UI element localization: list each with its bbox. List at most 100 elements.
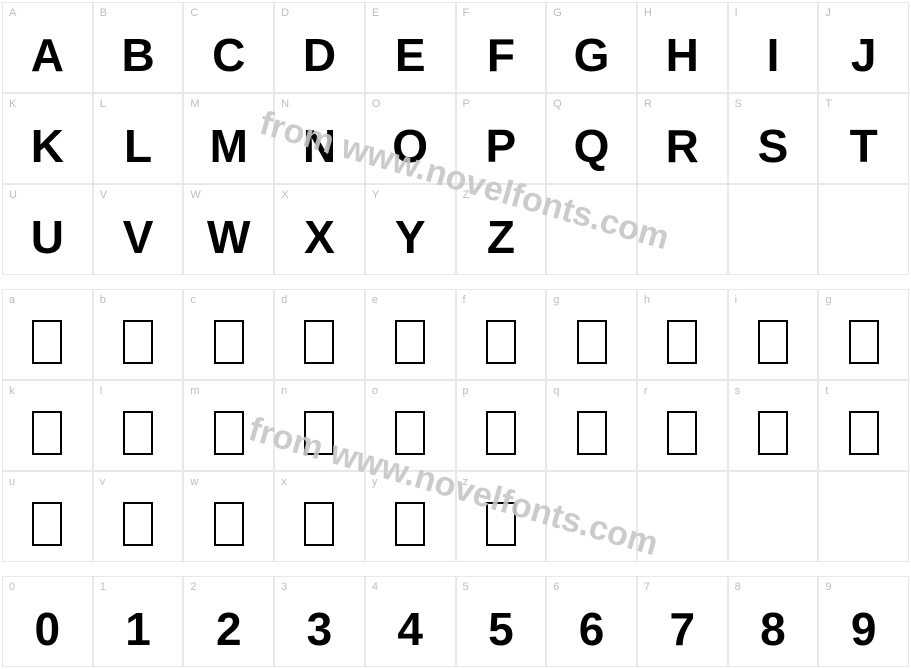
key-label: c — [190, 294, 196, 306]
char-cell: e — [365, 289, 456, 380]
char-cell: 66 — [546, 576, 637, 667]
glyph: Y — [395, 214, 426, 260]
char-cell: g — [818, 289, 909, 380]
glyph: T — [850, 123, 878, 169]
key-label: R — [644, 98, 652, 110]
char-cell: RR — [637, 93, 728, 184]
key-label: h — [644, 294, 650, 306]
key-label: y — [372, 476, 378, 488]
char-cell: LL — [93, 93, 184, 184]
glyph: 6 — [579, 606, 605, 652]
key-label: r — [644, 385, 648, 397]
char-cell: l — [93, 380, 184, 471]
key-label: E — [372, 7, 379, 19]
missing-glyph-box — [395, 320, 425, 364]
char-cell: PP — [456, 93, 547, 184]
char-cell: 77 — [637, 576, 728, 667]
font-character-map: AABBCCDDEEFFGGHHIIJJKKLLMMNNOOPPQQRRSSTT… — [0, 0, 911, 669]
char-cell: s — [728, 380, 819, 471]
char-cell: 33 — [274, 576, 365, 667]
key-label: s — [735, 385, 741, 397]
glyph: K — [31, 123, 64, 169]
key-label: Z — [463, 189, 470, 201]
missing-glyph-box — [758, 320, 788, 364]
char-cell: EE — [365, 2, 456, 93]
missing-glyph-box — [214, 411, 244, 455]
key-label: d — [281, 294, 287, 306]
char-cell: k — [2, 380, 93, 471]
key-label: K — [9, 98, 16, 110]
char-cell: n — [274, 380, 365, 471]
char-row: 00112233445566778899 — [2, 576, 909, 667]
glyph: E — [395, 32, 426, 78]
key-label: C — [190, 7, 198, 19]
glyph: O — [392, 123, 428, 169]
key-label: O — [372, 98, 381, 110]
char-cell: v — [93, 471, 184, 562]
missing-glyph-box — [32, 502, 62, 546]
key-label: q — [553, 385, 559, 397]
missing-glyph-box — [577, 320, 607, 364]
char-cell: KK — [2, 93, 93, 184]
char-cell: SS — [728, 93, 819, 184]
key-label: a — [9, 294, 15, 306]
char-cell: p — [456, 380, 547, 471]
key-label: g — [553, 294, 559, 306]
char-cell: CC — [183, 2, 274, 93]
key-label: N — [281, 98, 289, 110]
missing-glyph-box — [304, 411, 334, 455]
missing-glyph-box — [214, 320, 244, 364]
char-cell: VV — [93, 184, 184, 275]
key-label: v — [100, 476, 106, 488]
glyph: G — [574, 32, 610, 78]
missing-glyph-box — [667, 320, 697, 364]
char-cell: h — [637, 289, 728, 380]
glyph: 5 — [488, 606, 514, 652]
char-cell: BB — [93, 2, 184, 93]
key-label: H — [644, 7, 652, 19]
char-cell: u — [2, 471, 93, 562]
glyph: X — [304, 214, 335, 260]
char-cell: DD — [274, 2, 365, 93]
key-label: X — [281, 189, 288, 201]
glyph: C — [212, 32, 245, 78]
char-cell — [546, 471, 637, 562]
glyph: B — [121, 32, 154, 78]
glyph: 1 — [125, 606, 151, 652]
key-label: z — [463, 476, 469, 488]
key-label: m — [190, 385, 199, 397]
char-row: klmnopqrst — [2, 380, 909, 471]
glyph: A — [31, 32, 64, 78]
key-label: 9 — [825, 581, 831, 593]
glyph: W — [207, 214, 250, 260]
missing-glyph-box — [32, 320, 62, 364]
key-label: A — [9, 7, 16, 19]
missing-glyph-box — [577, 411, 607, 455]
key-label: D — [281, 7, 289, 19]
glyph: P — [486, 123, 517, 169]
missing-glyph-box — [667, 411, 697, 455]
char-cell: g — [546, 289, 637, 380]
key-label: l — [100, 385, 102, 397]
key-label: V — [100, 189, 107, 201]
missing-glyph-box — [123, 320, 153, 364]
key-label: Y — [372, 189, 379, 201]
char-cell: UU — [2, 184, 93, 275]
key-label: o — [372, 385, 378, 397]
key-label: W — [190, 189, 200, 201]
char-cell: d — [274, 289, 365, 380]
glyph: M — [210, 123, 248, 169]
glyph: S — [758, 123, 789, 169]
glyph: F — [487, 32, 515, 78]
char-cell: JJ — [818, 2, 909, 93]
glyph: Q — [574, 123, 610, 169]
char-cell: HH — [637, 2, 728, 93]
missing-glyph-box — [32, 411, 62, 455]
glyph: 0 — [35, 606, 61, 652]
key-label: F — [463, 7, 470, 19]
char-cell: OO — [365, 93, 456, 184]
char-cell — [728, 184, 819, 275]
glyph: V — [123, 214, 154, 260]
key-label: k — [9, 385, 15, 397]
char-cell: c — [183, 289, 274, 380]
